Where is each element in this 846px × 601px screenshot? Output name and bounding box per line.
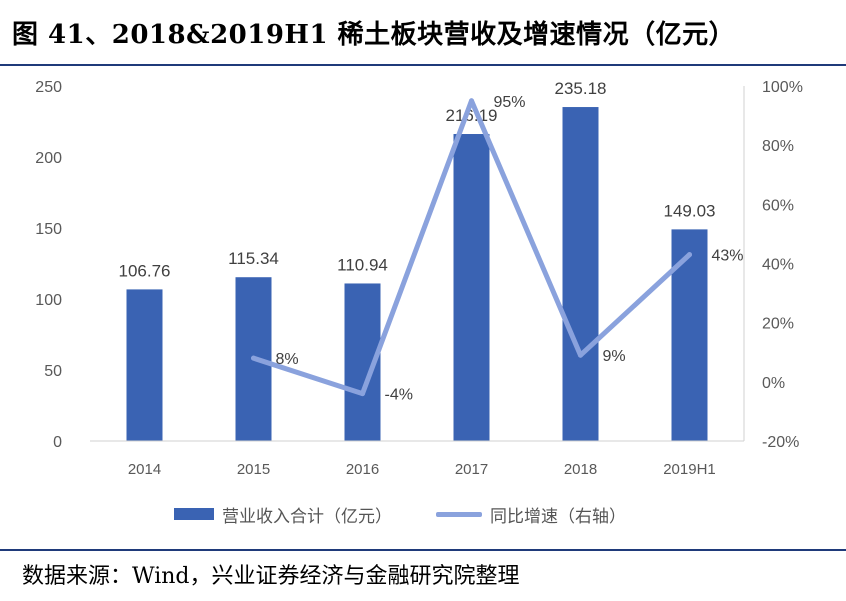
right-tick-label: 80% bbox=[762, 138, 794, 155]
bar-value-label: 235.18 bbox=[555, 79, 607, 98]
right-tick-label: 60% bbox=[762, 197, 794, 214]
line-value-label: 9% bbox=[603, 348, 626, 365]
x-tick-label: 2019H1 bbox=[663, 461, 716, 478]
right-tick-label: -20% bbox=[762, 434, 799, 451]
legend-swatch-line bbox=[436, 511, 482, 517]
right-tick-label: 20% bbox=[762, 316, 794, 333]
line-series bbox=[251, 98, 692, 397]
right-tick-label: 40% bbox=[762, 257, 794, 274]
line-value-label: 8% bbox=[276, 351, 299, 368]
legend-item-growth: 同比增速（右轴） bbox=[436, 502, 626, 527]
line-value-label: -4% bbox=[385, 387, 413, 404]
left-tick-label: 150 bbox=[35, 221, 62, 238]
line-point bbox=[251, 355, 256, 361]
x-tick-label: 2014 bbox=[128, 461, 161, 478]
bar-labels: 106.76 115.34 110.94 216.19 235.18 149.03 bbox=[119, 79, 716, 280]
line-point bbox=[687, 252, 692, 258]
x-axis: 2014 2015 2016 2017 2018 2019H1 bbox=[128, 461, 716, 478]
chart-canvas: 0 50 100 150 200 250 -20% 0% 20% 40% 60% 80% 100% 2… bbox=[35, 79, 803, 478]
left-tick-label: 250 bbox=[35, 79, 62, 96]
x-tick-label: 2015 bbox=[237, 461, 270, 478]
bar-value-label: 115.34 bbox=[228, 249, 279, 268]
chart-title: 图 41、2018&2019H1 稀土板块营收及增速情况（亿元） bbox=[12, 20, 736, 50]
left-tick-label: 50 bbox=[44, 363, 62, 380]
bar-value-label: 216.19 bbox=[446, 106, 498, 125]
left-tick-label: 200 bbox=[35, 150, 62, 167]
x-tick-label: 2017 bbox=[455, 461, 488, 478]
top-rule bbox=[0, 64, 846, 66]
left-tick-label: 100 bbox=[35, 292, 62, 309]
legend-label-revenue: 营业收入合计（亿元） bbox=[222, 506, 392, 527]
bar bbox=[562, 107, 599, 441]
x-tick-label: 2018 bbox=[564, 461, 597, 478]
left-axis: 0 50 100 150 200 250 bbox=[35, 79, 62, 451]
bar bbox=[453, 134, 490, 441]
legend-swatch-bar bbox=[174, 508, 214, 520]
line-point bbox=[469, 98, 474, 104]
right-tick-label: 100% bbox=[762, 79, 803, 96]
line-labels: 8% -4% 95% 9% 43% bbox=[276, 94, 744, 404]
right-axis: -20% 0% 20% 40% 60% 80% 100% bbox=[762, 79, 803, 451]
bar bbox=[671, 229, 708, 441]
legend-label-growth: 同比增速（右轴） bbox=[490, 506, 626, 527]
bar-value-label: 110.94 bbox=[337, 255, 388, 274]
left-tick-label: 0 bbox=[53, 434, 62, 451]
bar bbox=[126, 289, 163, 441]
legend-item-revenue: 营业收入合计（亿元） bbox=[174, 502, 392, 527]
bar-value-label: 149.03 bbox=[664, 201, 716, 220]
legend: 营业收入合计（亿元） 同比增速（右轴） bbox=[174, 499, 670, 529]
right-tick-label: 0% bbox=[762, 375, 785, 392]
source-note: 数据来源：Wind，兴业证券经济与金融研究院整理 bbox=[22, 564, 520, 589]
line-value-label: 43% bbox=[712, 248, 744, 265]
line-point bbox=[578, 352, 583, 358]
x-tick-label: 2016 bbox=[346, 461, 379, 478]
bar-series bbox=[126, 107, 708, 441]
line-value-label: 95% bbox=[494, 94, 526, 111]
bottom-rule bbox=[0, 549, 846, 551]
line-point bbox=[360, 391, 365, 397]
bar-value-label: 106.76 bbox=[119, 261, 171, 280]
